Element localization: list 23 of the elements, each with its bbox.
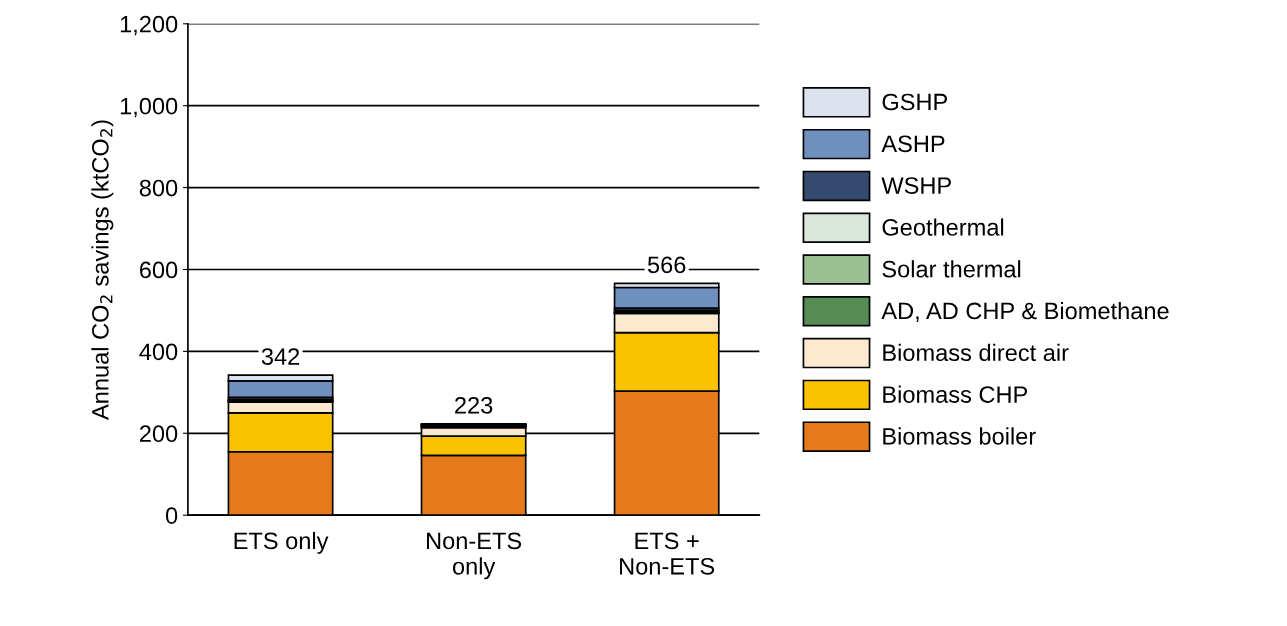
- total-label: 566: [647, 256, 686, 274]
- x-tick-label: ETS + Non-ETS: [620, 532, 715, 575]
- y-tick-label: 1,000: [120, 97, 178, 118]
- legend-label: Biomass boiler: [883, 427, 1036, 445]
- y-tick-label: 1,200: [120, 15, 178, 36]
- legend-label: ASHP: [881, 135, 945, 153]
- x-tick-label: ETS only: [234, 531, 329, 554]
- legend-label: AD, AD CHP & Biomethane: [881, 301, 1169, 323]
- legend-label: Biomass CHP: [883, 385, 1028, 403]
- total-label: 223: [455, 396, 493, 414]
- legend-label: WSHP: [881, 177, 951, 194]
- legend-label: Biomass direct air: [883, 343, 1069, 362]
- legend-label: Geothermal: [882, 218, 1004, 236]
- total-label: 342: [261, 348, 300, 365]
- y-tick-label: 200: [139, 425, 178, 443]
- x-tick-label: Non-ETS only: [427, 532, 522, 580]
- y-tick-label: 800: [139, 179, 178, 197]
- legend-label: GSHP: [882, 93, 948, 111]
- y-axis-title: Annual CO$_{2}$ savings (ktCO$_{2}$): [91, 120, 114, 420]
- y-tick-label: 400: [139, 343, 178, 361]
- y-tick-label: 600: [139, 261, 178, 279]
- y-tick-label: 0: [165, 507, 178, 524]
- legend-label: Solar thermal: [882, 260, 1021, 278]
